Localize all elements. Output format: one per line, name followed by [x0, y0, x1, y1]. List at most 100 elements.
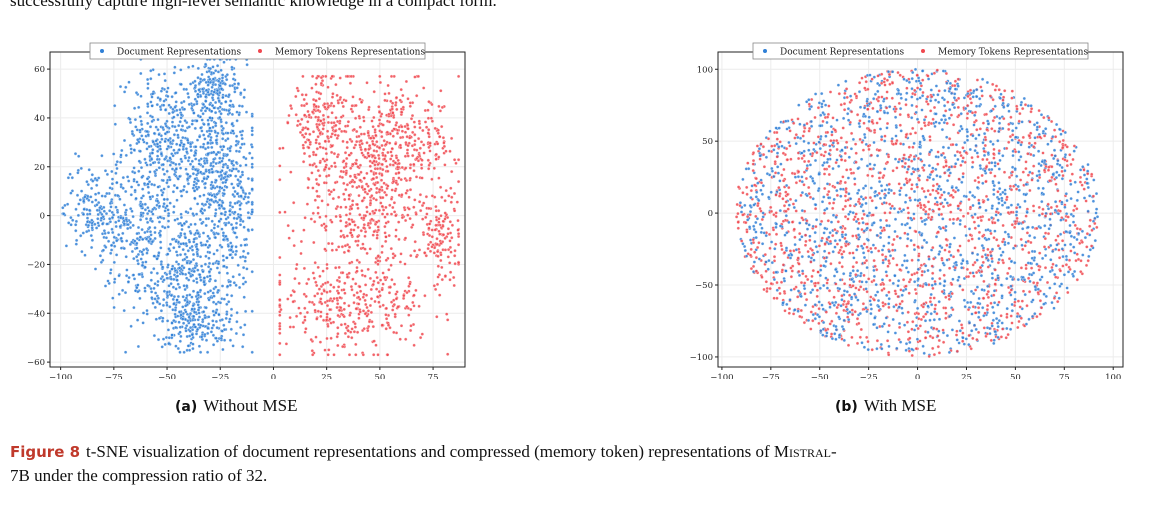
document-point: [196, 290, 200, 295]
document-point: [798, 122, 802, 126]
memory-point: [307, 154, 312, 158]
document-point: [85, 229, 89, 234]
memory-point: [336, 133, 340, 138]
document-point: [161, 303, 166, 308]
document-point: [250, 129, 254, 133]
document-point: [1086, 209, 1090, 213]
document-point: [942, 190, 946, 194]
memory-point: [326, 85, 330, 89]
document-point: [114, 171, 118, 175]
memory-point: [858, 119, 862, 123]
memory-point: [339, 306, 343, 310]
memory-point: [363, 155, 367, 159]
document-point: [250, 178, 254, 182]
memory-point: [1007, 175, 1012, 180]
document-point: [232, 216, 236, 220]
document-point: [767, 258, 771, 263]
document-point: [1062, 273, 1067, 277]
memory-point: [412, 148, 417, 152]
memory-point: [426, 131, 430, 135]
memory-point: [314, 104, 318, 109]
memory-point: [372, 339, 376, 343]
document-point: [76, 213, 81, 218]
document-point: [940, 96, 945, 100]
memory-point: [794, 209, 798, 213]
memory-point: [346, 120, 351, 124]
document-point: [204, 80, 208, 85]
document-point: [212, 157, 216, 162]
memory-point: [981, 296, 986, 300]
memory-point: [377, 105, 381, 109]
document-point: [197, 315, 202, 319]
document-point: [212, 226, 216, 230]
document-point: [203, 161, 207, 165]
document-point: [155, 199, 160, 203]
document-point: [225, 284, 230, 288]
memory-point: [872, 258, 876, 263]
document-point: [204, 338, 209, 342]
document-point: [780, 144, 784, 148]
memory-point: [332, 285, 336, 289]
memory-point: [311, 163, 315, 167]
memory-point: [330, 220, 334, 224]
memory-point: [315, 76, 319, 80]
memory-point: [312, 302, 316, 307]
memory-point: [336, 326, 340, 330]
memory-point: [802, 129, 806, 134]
memory-point: [304, 132, 308, 136]
document-point: [230, 112, 235, 117]
memory-point: [827, 289, 832, 293]
document-point: [181, 247, 185, 252]
memory-point: [441, 224, 445, 228]
document-point: [187, 240, 192, 244]
memory-point: [996, 244, 1001, 248]
memory-point: [327, 298, 332, 303]
document-point: [143, 289, 147, 293]
memory-point: [389, 157, 393, 161]
document-point: [63, 203, 67, 208]
memory-point: [378, 278, 383, 282]
memory-point: [408, 136, 412, 140]
memory-point: [928, 138, 932, 142]
memory-point: [828, 90, 833, 94]
document-point: [934, 84, 939, 88]
memory-point: [311, 186, 315, 190]
memory-point: [338, 308, 342, 313]
document-point: [115, 166, 119, 171]
document-point: [238, 203, 242, 207]
document-point: [82, 207, 86, 211]
document-point: [1026, 104, 1030, 108]
document-point: [206, 265, 211, 269]
document-point: [171, 138, 175, 143]
memory-point: [435, 315, 439, 319]
document-point: [162, 197, 166, 202]
memory-point: [332, 121, 336, 125]
document-point: [887, 302, 891, 306]
memory-point: [1060, 169, 1064, 174]
memory-point: [332, 151, 337, 156]
document-point: [179, 68, 183, 72]
document-point: [900, 306, 904, 310]
memory-point: [813, 207, 818, 211]
document-point: [967, 227, 972, 231]
memory-point: [876, 74, 880, 78]
document-point: [971, 95, 975, 99]
document-point: [140, 175, 144, 179]
memory-point: [439, 89, 443, 93]
document-point: [192, 102, 196, 107]
document-point: [219, 336, 223, 341]
memory-point: [335, 305, 339, 310]
document-point: [815, 250, 820, 254]
document-point: [207, 298, 211, 302]
memory-point: [1060, 239, 1065, 243]
memory-point: [408, 104, 412, 108]
document-point: [181, 295, 185, 299]
document-point: [238, 207, 242, 211]
document-point: [106, 279, 110, 283]
memory-point: [355, 202, 359, 207]
document-point: [227, 93, 231, 97]
memory-point: [405, 304, 409, 309]
document-point: [118, 197, 122, 201]
memory-point: [389, 197, 394, 201]
document-point: [125, 239, 129, 243]
